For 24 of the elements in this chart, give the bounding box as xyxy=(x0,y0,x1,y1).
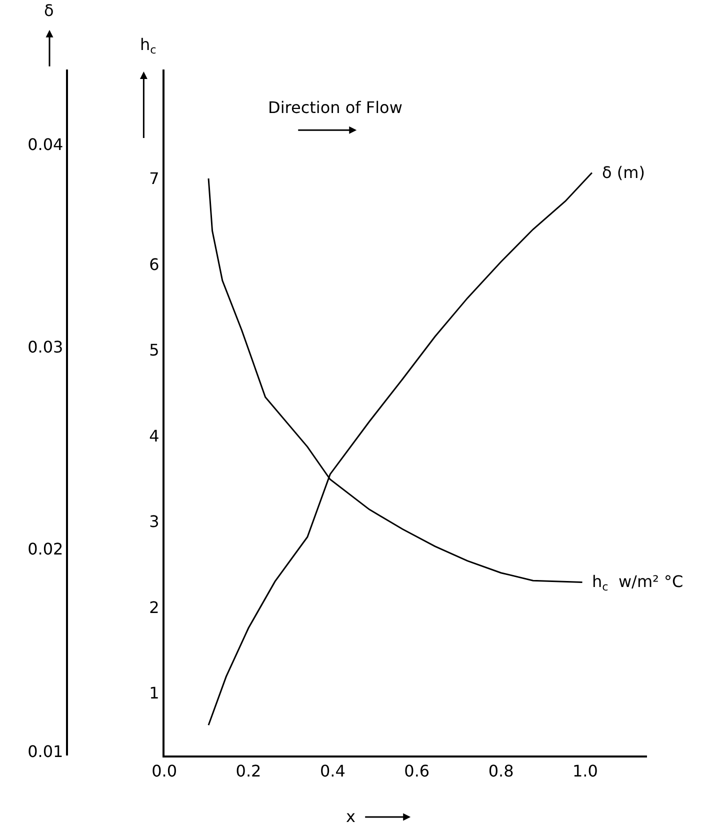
line-series xyxy=(208,172,593,726)
x-tick-label: 0.4 xyxy=(320,761,346,780)
x-axis-title: x xyxy=(346,807,356,826)
y-tick-label: 2 xyxy=(149,598,160,617)
y2-tick-label: 0.03 xyxy=(28,337,64,356)
y-tick-label: 5 xyxy=(149,340,160,360)
series-label: δ (m) xyxy=(602,163,645,182)
y-tick-label: 1 xyxy=(149,683,160,702)
x-tick-label: 0.8 xyxy=(488,761,514,780)
y-tick-label: 6 xyxy=(149,254,160,274)
x-tick-label: 1.0 xyxy=(572,761,598,780)
annotation: Direction of Flow xyxy=(268,98,402,117)
y2-tick-label: 0.04 xyxy=(28,135,64,154)
y-tick-label: 4 xyxy=(149,426,160,446)
x-tick-label: 0.0 xyxy=(152,761,178,780)
series-label: h$_{c}$ w/m² °C xyxy=(592,572,684,594)
y2-tick-label: 0.02 xyxy=(28,540,64,559)
y-tick-label: 7 xyxy=(149,169,160,188)
y-tick-label: 3 xyxy=(149,512,160,532)
x-tick-label: 0.6 xyxy=(404,761,430,780)
y2-tick-label: 0.01 xyxy=(28,742,64,762)
y-axis-title: h$_{c}$ xyxy=(140,35,156,56)
x-tick-label: 0.2 xyxy=(236,761,262,780)
y2-axis-title: δ xyxy=(44,1,54,20)
